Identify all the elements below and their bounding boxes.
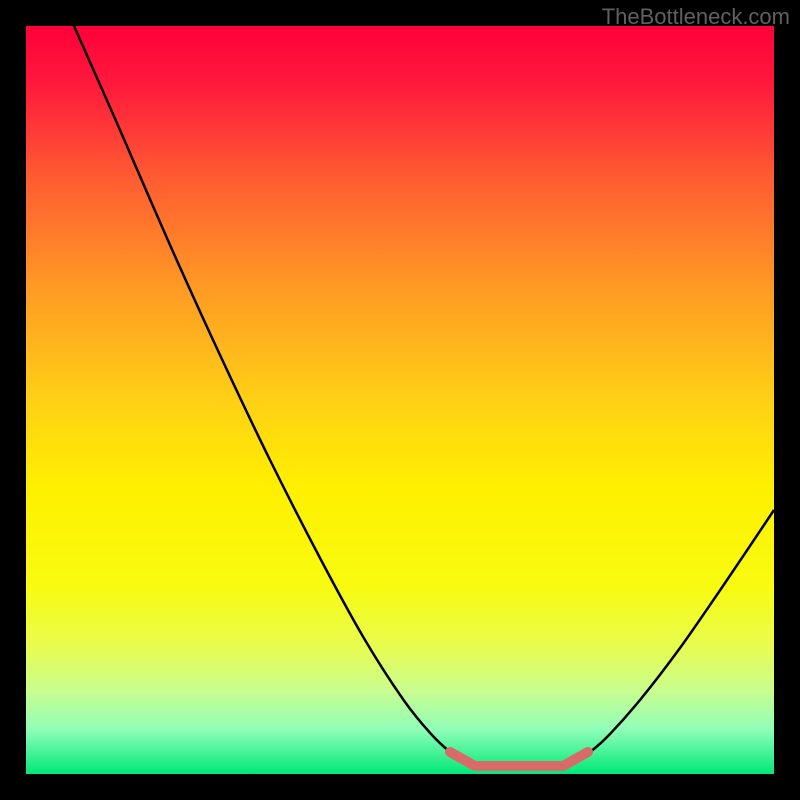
chart-frame [0, 0, 26, 800]
bottleneck-chart [0, 0, 800, 800]
chart-frame [0, 774, 800, 800]
chart-frame [774, 0, 800, 800]
chart-background [26, 26, 774, 774]
watermark-text: TheBottleneck.com [602, 4, 790, 30]
chart-container: TheBottleneck.com [0, 0, 800, 800]
